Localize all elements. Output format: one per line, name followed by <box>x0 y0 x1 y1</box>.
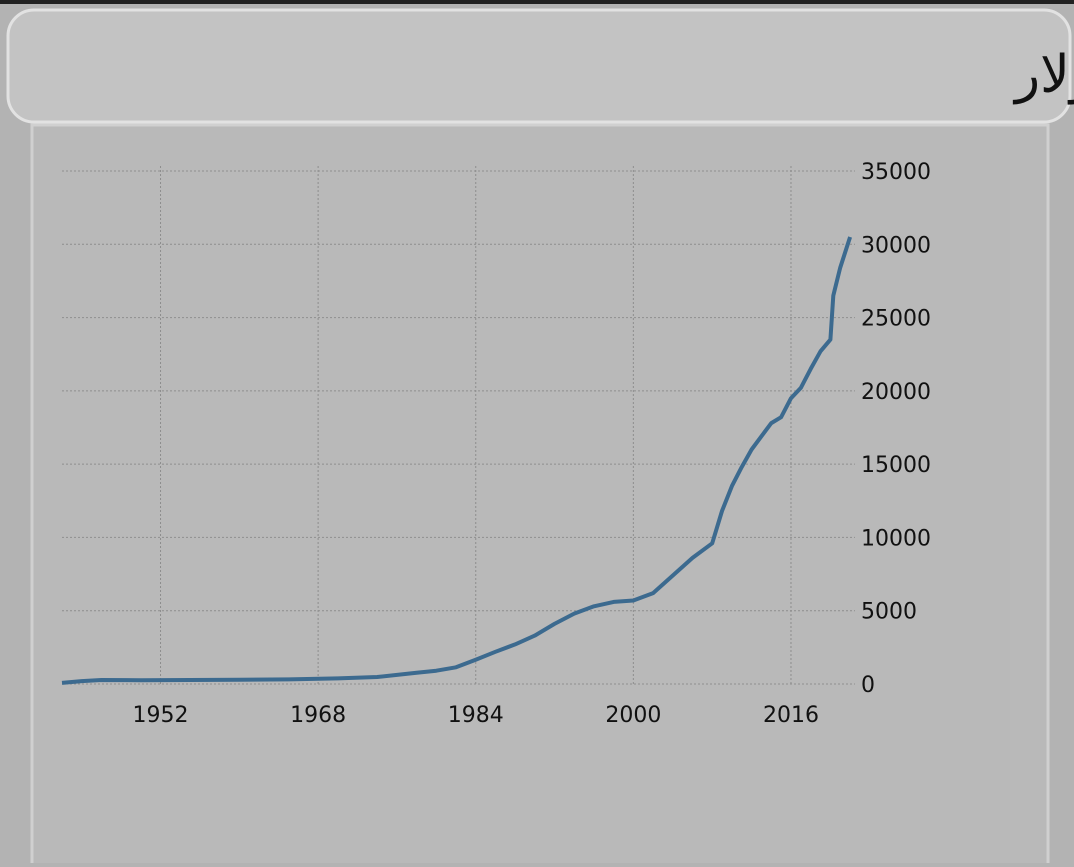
title-bar <box>6 8 1072 124</box>
x-tick-label: 2000 <box>605 703 661 728</box>
x-tick-label: 2016 <box>763 703 819 728</box>
y-tick-label: 15000 <box>861 453 931 478</box>
y-tick-label: 5000 <box>861 600 917 625</box>
x-tick-label: 1952 <box>133 703 189 728</box>
y-tick-label: 20000 <box>861 380 931 405</box>
x-tick-label: 1984 <box>448 703 504 728</box>
x-tick-label: 1968 <box>290 703 346 728</box>
y-tick-label: 25000 <box>861 307 931 332</box>
y-tick-label: 0 <box>861 673 875 698</box>
data-line <box>61 236 853 685</box>
y-tick-label: 35000 <box>861 160 931 185</box>
chart-title: ديون الحكومة الأمريكية ، مليار دولار <box>1012 42 1074 105</box>
y-tick-label: 10000 <box>861 526 931 551</box>
top-strip <box>0 0 1074 4</box>
y-tick-label: 30000 <box>861 233 931 258</box>
chart-panel <box>30 123 1050 867</box>
